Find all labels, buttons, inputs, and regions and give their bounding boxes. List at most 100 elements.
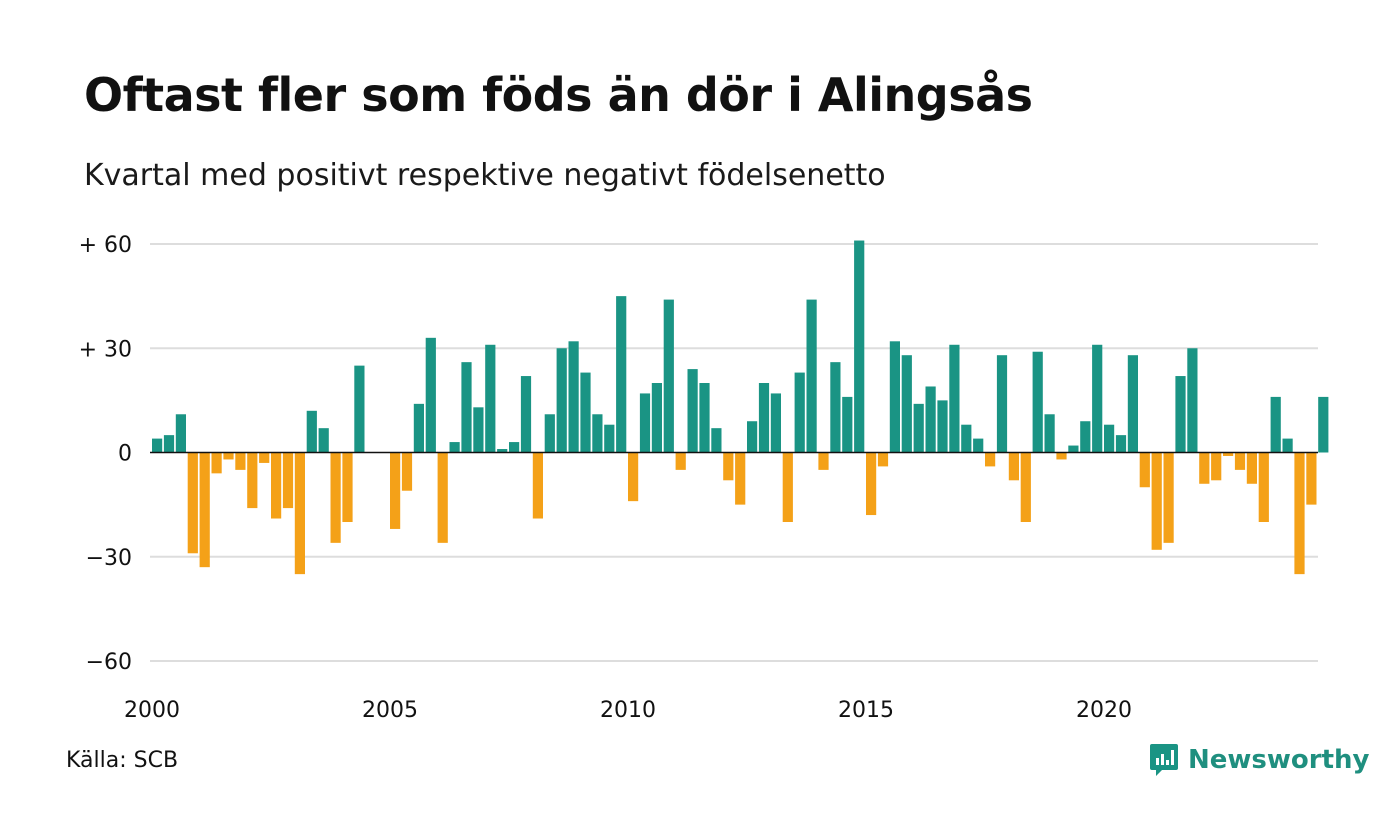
bar xyxy=(854,240,865,453)
x-axis-ticks: 2000 2005 2010 2015 2020 xyxy=(124,698,1132,723)
x-tick-label: 2000 xyxy=(124,698,180,723)
bar xyxy=(1104,424,1115,453)
bar xyxy=(913,403,924,453)
bar xyxy=(509,442,520,453)
bar xyxy=(532,452,543,519)
bar xyxy=(770,393,781,453)
bar xyxy=(294,452,305,575)
bar xyxy=(282,452,294,509)
bar xyxy=(413,403,424,453)
bar xyxy=(520,376,532,453)
bar xyxy=(1234,452,1246,470)
bar xyxy=(175,414,186,453)
bar xyxy=(830,362,841,453)
bar xyxy=(306,410,317,453)
bar xyxy=(461,362,472,453)
bar xyxy=(247,452,258,509)
bar xyxy=(1092,344,1103,453)
bar xyxy=(711,428,722,453)
newsworthy-logo-icon xyxy=(1150,744,1178,776)
bar xyxy=(497,449,508,453)
bar xyxy=(390,452,401,529)
bar xyxy=(651,383,662,453)
bar xyxy=(818,452,829,470)
bar xyxy=(437,452,448,543)
bar xyxy=(1068,445,1079,453)
bar xyxy=(628,452,639,502)
chart-title: Oftast fler som föds än dör i Alingsås xyxy=(84,68,1033,122)
bar xyxy=(473,407,484,453)
bar xyxy=(973,438,984,453)
bar xyxy=(1139,452,1150,488)
bar xyxy=(354,365,365,453)
x-tick-label: 2015 xyxy=(838,698,894,723)
bar xyxy=(1056,452,1067,460)
y-tick-label: 0 xyxy=(118,442,132,467)
bar xyxy=(842,396,853,453)
bar xyxy=(1187,348,1198,453)
bar xyxy=(937,400,948,453)
bar xyxy=(401,452,413,491)
bar xyxy=(1127,355,1138,453)
bar xyxy=(616,296,627,453)
bar xyxy=(1306,452,1317,505)
bar xyxy=(1294,452,1305,575)
bar xyxy=(735,452,746,505)
bar xyxy=(604,424,615,453)
bar xyxy=(544,414,555,453)
bar xyxy=(1282,438,1293,453)
source-label: Källa: SCB xyxy=(66,748,179,773)
bar xyxy=(806,299,817,453)
bar xyxy=(271,452,282,519)
bar xyxy=(782,452,793,522)
y-tick-label: + 30 xyxy=(79,337,132,362)
bar xyxy=(985,452,996,467)
bar xyxy=(425,337,436,453)
x-tick-label: 2020 xyxy=(1076,698,1132,723)
bar xyxy=(259,452,270,463)
bar xyxy=(318,428,329,453)
bar xyxy=(877,452,889,467)
bar xyxy=(1151,452,1162,550)
y-tick-label: −60 xyxy=(86,650,132,675)
bar xyxy=(163,435,175,453)
brand: Newsworthy xyxy=(1148,742,1369,778)
bar xyxy=(1270,396,1281,453)
bar xyxy=(485,344,496,453)
grid-lines xyxy=(150,243,1318,662)
bar xyxy=(1163,452,1174,543)
x-tick-label: 2010 xyxy=(600,698,656,723)
bar xyxy=(1258,452,1269,522)
bar xyxy=(449,442,460,453)
bar xyxy=(152,438,163,453)
bar xyxy=(747,421,758,453)
bar xyxy=(1115,435,1127,453)
bar xyxy=(1080,421,1091,453)
bar xyxy=(1199,452,1210,484)
bar xyxy=(961,424,972,453)
bar xyxy=(1318,396,1329,453)
bar xyxy=(556,348,567,453)
bar xyxy=(187,452,198,554)
bar xyxy=(1246,452,1257,484)
bar xyxy=(1020,452,1031,522)
chart-subtitle: Kvartal med positivt respektive negativt… xyxy=(84,158,886,193)
bar xyxy=(1032,351,1043,453)
y-tick-label: −30 xyxy=(86,546,132,571)
bar xyxy=(223,452,234,460)
bar xyxy=(687,369,698,453)
bar xyxy=(925,386,936,453)
bar xyxy=(568,341,579,453)
bar xyxy=(663,299,674,453)
bar xyxy=(758,383,770,453)
x-tick-label: 2005 xyxy=(362,698,418,723)
y-axis-ticks: + 60 + 30 0 −30 −60 xyxy=(79,233,132,675)
bar xyxy=(723,452,734,481)
bar xyxy=(235,452,246,470)
bar xyxy=(1223,452,1234,456)
bar xyxy=(866,452,877,516)
bar xyxy=(794,372,805,453)
bar xyxy=(211,452,222,474)
bar xyxy=(1044,414,1055,453)
bar xyxy=(1211,452,1222,481)
